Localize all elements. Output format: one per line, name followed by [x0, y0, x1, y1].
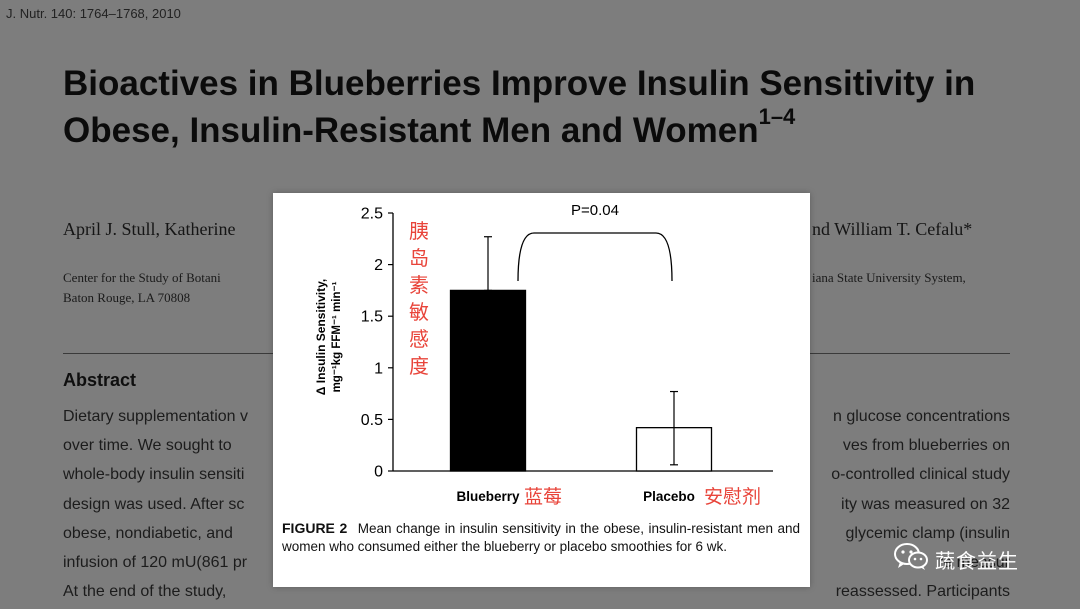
y-axis-label-line-1: Δ Insulin Sensitivity,: [314, 279, 328, 395]
chinese-ylabel-char: 度: [409, 354, 429, 378]
journal-reference: J. Nutr. 140: 1764–1768, 2010: [6, 6, 181, 21]
abstract-line-left: over time. We sought to: [63, 437, 232, 455]
wechat-icon: [893, 542, 929, 577]
abstract-line-right: ity was measured on 32: [841, 495, 1010, 513]
chinese-ylabel-char: 胰: [409, 219, 429, 243]
y-tick-label: 2: [374, 257, 383, 274]
abstract-line-right: n glucose concentrations: [833, 408, 1010, 425]
figure-caption-text: Mean change in insulin sensitivity in th…: [282, 521, 800, 554]
abstract-line-right: glycemic clamp (insulin: [845, 524, 1011, 542]
abstract-line-right: o-controlled clinical study: [831, 466, 1010, 484]
chinese-ylabel-char: 岛: [409, 246, 429, 270]
bar-blueberry: [449, 289, 527, 472]
abstract-line-right: re measur: [937, 554, 1010, 571]
paper-title-text: Bioactives in Blueberries Improve Insuli…: [63, 64, 976, 150]
authors-right: nd William T. Cefalu*: [812, 219, 973, 239]
category-label-zh: 安慰剂: [704, 486, 761, 508]
abstract-line-right: reassessed. Participants: [835, 583, 1010, 601]
abstract-line-right: ves from blueberries on: [842, 437, 1010, 455]
affiliation-right: iana State University System,: [812, 270, 966, 285]
figure-card: 0 0.5 1 1.5 2 2.5 Δ Insulin Sensitivity, mg⁻¹kg…: [273, 193, 810, 587]
y-tick-label: 0.5: [361, 412, 383, 429]
figure-label: FIGURE 2: [282, 520, 348, 536]
authors-left: April J. Stull, Katherine: [63, 219, 236, 239]
category-label-placebo: Placebo: [643, 489, 695, 504]
affiliation-left-line-1: Center for the Study of Botani: [63, 270, 221, 285]
abstract-line-left: design was used. After sc: [63, 495, 245, 513]
y-tick-label: 0: [374, 464, 383, 481]
y-tick-label: 1.5: [361, 309, 383, 326]
bar-chart: 0 0.5 1 1.5 2 2.5 Δ Insulin Sensitivity, mg⁻¹kg…: [314, 202, 773, 508]
category-label-zh: 蓝莓: [524, 486, 562, 508]
category-label-blueberry: Blueberry: [456, 489, 520, 504]
abstract-line-left: whole-body insulin sensiti: [63, 466, 245, 484]
y-tick-label: 1: [374, 360, 383, 377]
y-axis-label-line-2: mg⁻¹kg FFM⁻¹ min⁻¹: [331, 281, 343, 392]
figure-caption: FIGURE 2 Mean change in insulin sensitiv…: [282, 519, 800, 556]
chinese-ylabel-char: 敏: [409, 300, 429, 324]
abstract-line-left: Dietary supplementation v: [63, 408, 248, 425]
chinese-ylabel-char: 感: [409, 327, 429, 351]
paper-title: Bioactives in Blueberries Improve Insuli…: [63, 60, 1023, 154]
abstract-heading: Abstract: [63, 370, 137, 390]
chinese-ylabel-char: 素: [409, 273, 429, 297]
abstract-line-left: obese, nondiabetic, and: [63, 524, 233, 542]
y-tick-label: 2.5: [361, 206, 383, 223]
watermark-text: 蔬食益生: [935, 549, 1019, 573]
affiliation-left-line-2: Baton Rouge, LA 70808: [63, 290, 191, 305]
abstract-line-left: At the end of the study,: [63, 583, 227, 601]
significance-bracket: [517, 232, 673, 282]
abstract-line-left: infusion of 120 mU(861 pr: [63, 554, 248, 571]
significance-label: P=0.04: [571, 202, 619, 219]
title-footnote-marker: 1–4: [758, 104, 796, 129]
watermark: 蔬食益生: [893, 542, 1019, 577]
